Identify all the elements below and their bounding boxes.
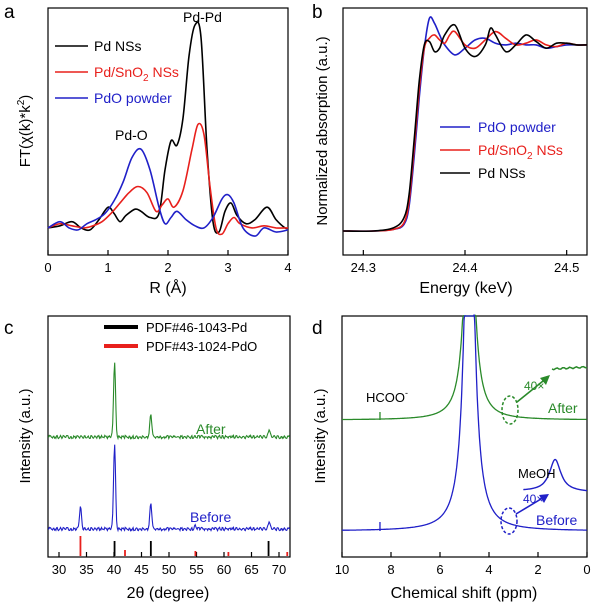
c-tick-label-60: 60 [217, 562, 231, 577]
series-line-before-d [341, 314, 587, 531]
d-tick-label-0: 0 [583, 562, 590, 577]
series-group-a [47, 21, 289, 237]
legend-label-pd-sno2-a: Pd/SnO2 NSs [94, 64, 179, 84]
x-ticks-c: 30 35 40 45 50 55 60 65 70 [52, 552, 286, 577]
legend-label-pd-nss-a: Pd NSs [94, 38, 141, 54]
annotation-hcoo: HCOO- [366, 388, 408, 405]
zoom-inset-after [551, 365, 588, 371]
c-tick-label-45: 45 [134, 562, 148, 577]
zoom-arrowhead-before [539, 494, 549, 503]
c-tick-label-35: 35 [79, 562, 93, 577]
trace-label-after-d: After [548, 400, 578, 416]
d-tick-label-6: 6 [436, 562, 443, 577]
a-tick-label-4: 4 [284, 260, 291, 275]
x-axis-label-c: 2θ (degree) [127, 585, 210, 602]
panel-b: b 24.3 24.4 24.5 Energy (keV) Normalized a… [312, 2, 588, 297]
series-group-c [47, 362, 291, 556]
zoom-inset-before [523, 458, 588, 492]
zoom-label-after: 40× [524, 379, 544, 393]
c-tick-label-30: 30 [52, 562, 66, 577]
x-ticks-b: 24.3 24.4 24.5 [351, 250, 579, 275]
d-tick-label-4: 4 [485, 562, 492, 577]
x-axis-label-d: Chemical shift (ppm) [391, 585, 538, 602]
c-tick-label-40: 40 [107, 562, 121, 577]
series-line-pd-sno-nss-a [47, 122, 289, 236]
series-group-b [342, 16, 588, 233]
y-axis-label-b: Normalized absorption (a.u.) [314, 36, 331, 225]
trace-label-before-d: Before [536, 512, 577, 528]
annotation-pd-pd: Pd-Pd [183, 9, 222, 25]
b-tick-label-24-5: 24.5 [554, 260, 579, 275]
zoom-ellipse-after [501, 395, 519, 425]
annotation-meoh: MeOH [518, 466, 556, 481]
x-axis-label-b: Energy (keV) [419, 280, 512, 297]
a-tick-label-0: 0 [44, 260, 51, 275]
legend-label-pdo-b: PdO powder [478, 119, 556, 135]
x-ticks-a: 0 1 2 3 4 [44, 250, 292, 275]
y-axis-label-d: Intensity (a.u.) [312, 388, 329, 483]
legend-label-pdf-pdo: PDF#43-1024-PdO [146, 339, 257, 354]
plot-frame-a [47, 7, 289, 256]
c-tick-label-65: 65 [244, 562, 258, 577]
panel-label-c: c [4, 318, 14, 339]
annotation-pd-o: Pd-O [115, 127, 148, 143]
a-tick-label-3: 3 [224, 260, 231, 275]
y-axis-label-c: Intensity (a.u.) [17, 388, 34, 483]
a-tick-label-1: 1 [104, 260, 111, 275]
series-line-pd-nss-b [342, 23, 588, 233]
series-group-d [341, 314, 588, 531]
legend-label-pd-sno2-b: Pd/SnO2 NSs [478, 142, 563, 162]
legend-label-pdo-a: PdO powder [94, 90, 172, 106]
x-axis-label-a: R (Å) [149, 278, 186, 297]
d-tick-label-2: 2 [534, 562, 541, 577]
y-axis-label-a: FT(χ(k)*k2) [16, 95, 34, 168]
panel-c: c 30 35 40 45 50 55 60 65 70 2θ (degree) Intensi… [4, 315, 291, 602]
b-tick-label-24-3: 24.3 [351, 260, 376, 275]
x-ticks-d: 10 8 6 4 2 0 [335, 552, 591, 577]
c-tick-label-50: 50 [162, 562, 176, 577]
panel-d: d 10 8 6 4 2 0 Chemical shift (ppm) Intensity… [312, 314, 591, 602]
b-tick-label-24-4: 24.4 [452, 260, 477, 275]
legend-label-pd-nss-b: Pd NSs [478, 165, 525, 181]
c-tick-label-70: 70 [272, 562, 286, 577]
trace-label-before-c: Before [190, 509, 231, 525]
c-tick-label-55: 55 [189, 562, 203, 577]
zoom-ellipse-before [500, 507, 518, 535]
legend-label-pdf-pd: PDF#46-1043-Pd [146, 320, 247, 335]
a-tick-label-2: 2 [164, 260, 171, 275]
panel-label-b: b [312, 2, 323, 23]
zoom-arrow-before [515, 495, 547, 515]
zoom-arrowhead-after [540, 375, 550, 385]
zoom-label-before: 40× [523, 492, 543, 506]
series-line-before-c [47, 444, 291, 533]
trace-label-after-c: After [196, 421, 226, 437]
series-line-pdo-powder-a [47, 147, 289, 237]
panel-label-a: a [4, 2, 15, 23]
series-line-pd-nss-a [47, 21, 289, 234]
series-line-after-c [47, 362, 291, 441]
d-tick-label-8: 8 [387, 562, 394, 577]
d-tick-label-10: 10 [335, 562, 349, 577]
panel-label-d: d [312, 318, 323, 339]
panel-a: a 0 1 2 3 4 R (Å) FT(χ(k)*k2) Pd NSs Pd/SnO2… [4, 2, 292, 297]
